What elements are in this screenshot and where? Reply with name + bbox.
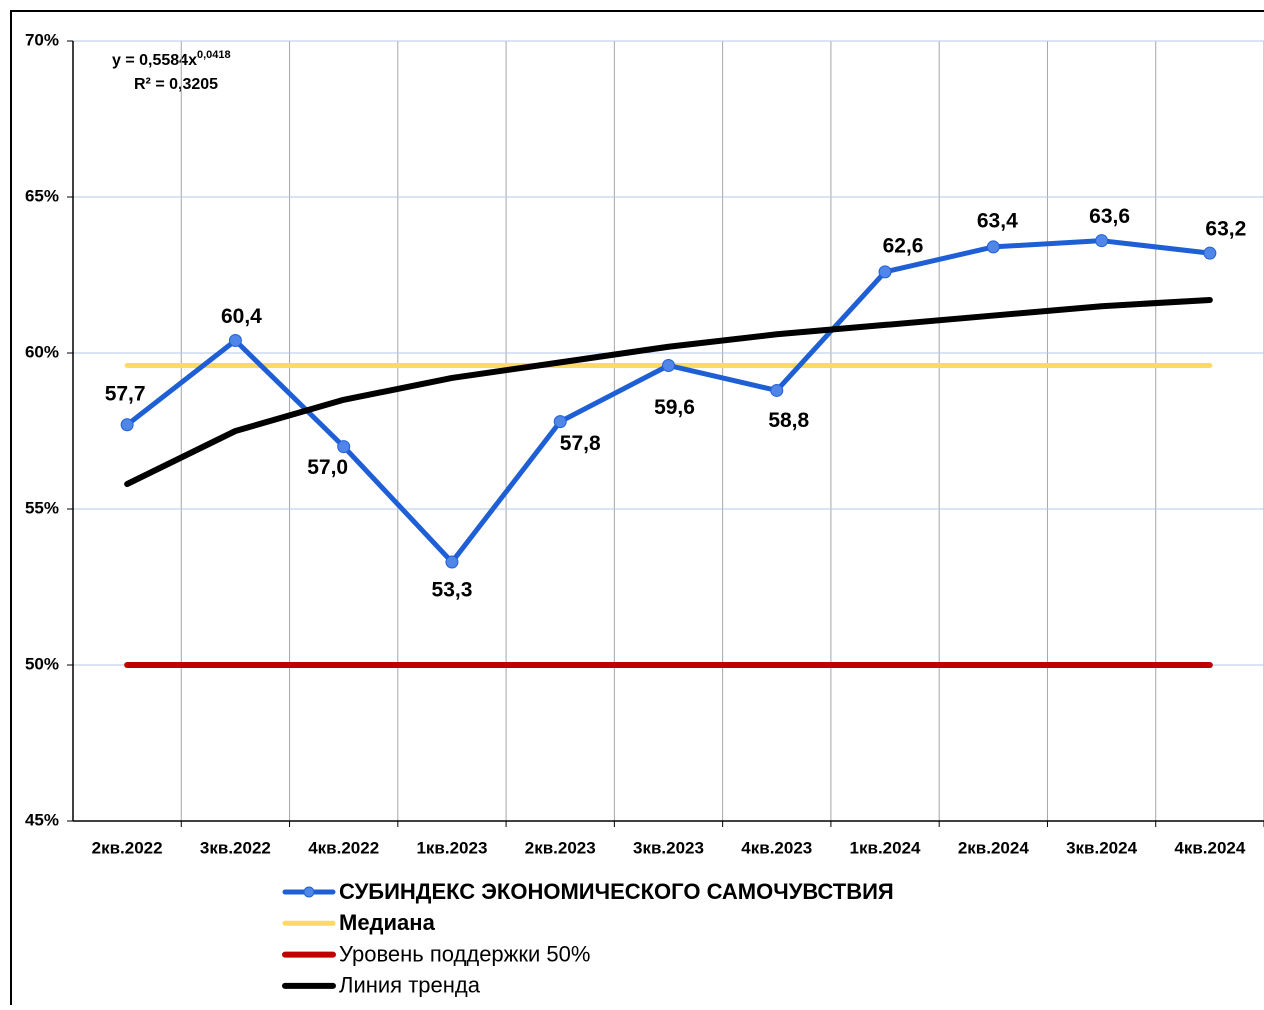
y-tick-label: 60% <box>25 342 59 361</box>
legend-marker <box>303 886 315 898</box>
point <box>986 240 1000 254</box>
equation-text: y = 0,5584x <box>112 52 197 69</box>
data-label: 57,8 <box>560 432 601 455</box>
data-label: 57,7 <box>105 382 146 405</box>
data-label: 53,3 <box>432 579 473 602</box>
point <box>228 334 242 348</box>
legend-label: Медиана <box>339 910 436 935</box>
x-tick-label: 2кв.2022 <box>92 838 163 857</box>
x-tick-label: 1кв.2023 <box>416 838 487 857</box>
legend-label: Уровень поддержки 50% <box>339 941 590 966</box>
series-line <box>124 296 1213 488</box>
grid <box>180 41 1264 821</box>
data-label: 63,2 <box>1205 218 1246 241</box>
r-squared: R² = 0,3205 <box>134 76 218 93</box>
trend-equation: y = 0,5584x0,0418 <box>112 49 231 69</box>
data-label: 59,6 <box>654 396 695 419</box>
point <box>1203 246 1217 260</box>
equation-exponent: 0,0418 <box>197 49 231 61</box>
x-tick-label: 2кв.2024 <box>958 838 1030 857</box>
point <box>445 555 459 569</box>
x-tick-label: 3кв.2023 <box>633 838 704 857</box>
data-label: 62,6 <box>883 234 924 257</box>
x-tick-label: 3кв.2024 <box>1066 838 1138 857</box>
data-label: 58,8 <box>768 409 809 432</box>
point <box>120 418 134 432</box>
data-label: 60,4 <box>221 305 262 328</box>
y-tick-label: 70% <box>25 30 59 49</box>
point <box>1095 234 1109 248</box>
y-tick-label: 50% <box>25 654 59 673</box>
point <box>662 358 675 372</box>
point <box>553 415 567 429</box>
x-tick-label: 3кв.2022 <box>200 838 271 857</box>
x-tick-label: 1кв.2024 <box>850 838 922 857</box>
data-label: 57,0 <box>307 456 348 479</box>
point <box>878 265 892 279</box>
point <box>770 383 784 397</box>
point <box>337 440 351 454</box>
legend-label: СУБИНДЕКС ЭКОНОМИЧЕСКОГО САМОЧУВСТВИЯ <box>339 879 894 904</box>
chart-border <box>10 10 1264 1010</box>
data-label: 63,4 <box>977 209 1018 232</box>
x-tick-label: 2кв.2023 <box>525 838 596 857</box>
y-tick-label: 55% <box>25 498 59 517</box>
y-tick-label: 45% <box>25 810 59 829</box>
x-tick-label: 4кв.2023 <box>741 838 812 857</box>
y-tick-label: 65% <box>25 186 59 205</box>
x-tick-label: 4кв.2024 <box>1174 838 1246 857</box>
data-label: 63,6 <box>1089 205 1130 228</box>
x-tick-label: 4кв.2022 <box>308 838 379 857</box>
legend-label: Линия тренда <box>339 973 481 998</box>
